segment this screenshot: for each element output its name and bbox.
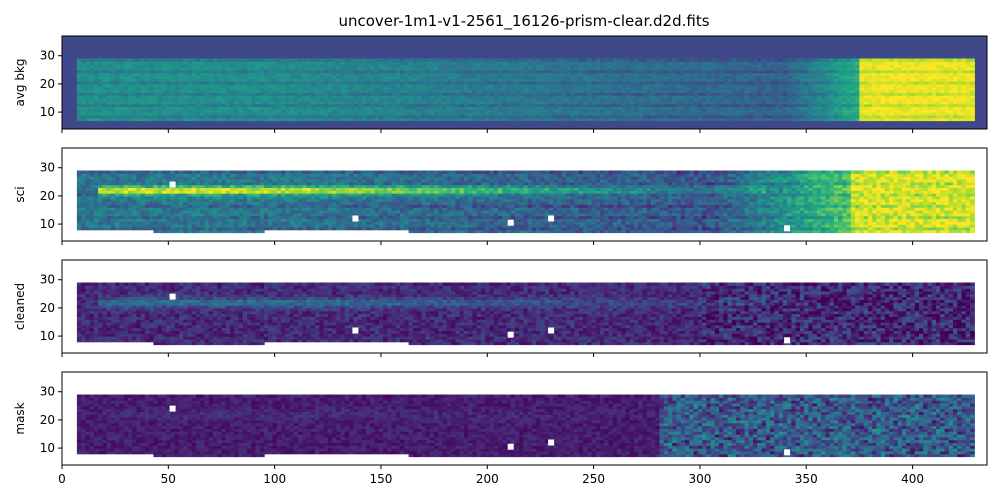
y-axis-label: mask — [13, 402, 27, 434]
masked-pixel — [784, 449, 791, 456]
y-tick-label: 10 — [40, 105, 55, 119]
masked-pixel — [352, 327, 359, 334]
y-tick-label: 10 — [40, 329, 55, 343]
heatmap-image — [76, 170, 975, 234]
masked-pixel — [507, 331, 514, 338]
masked-pixel — [169, 293, 176, 300]
axes-frame — [61, 147, 988, 242]
y-tick-label: 30 — [40, 273, 55, 287]
axes-frame — [61, 35, 988, 130]
panel-1: 10 20 30 avg bkg — [13, 35, 988, 133]
x-tick-label: 0 — [58, 472, 66, 486]
panel-3: 10 20 30 cleaned — [13, 259, 988, 357]
y-tick-label: 20 — [40, 77, 55, 91]
x-tick-label: 350 — [795, 472, 818, 486]
heatmap-image — [76, 282, 975, 346]
heatmap-image — [76, 58, 975, 122]
y-tick-label: 20 — [40, 301, 55, 315]
panel-2: 10 20 30 sci — [13, 147, 988, 245]
y-tick-label: 30 — [40, 49, 55, 63]
masked-pixel — [507, 443, 514, 450]
masked-pixel — [169, 181, 176, 188]
masked-pixel — [784, 225, 791, 232]
axes-frame — [61, 371, 988, 466]
x-tick-label: 150 — [370, 472, 393, 486]
y-tick-label: 20 — [40, 413, 55, 427]
x-tick-label: 50 — [161, 472, 176, 486]
masked-pixel — [548, 439, 555, 446]
y-tick-label: 30 — [40, 385, 55, 399]
chart-title: uncover-1m1-v1-2561_16126-prism-clear.d2… — [338, 12, 709, 31]
masked-pixel — [507, 219, 514, 226]
masked-pixel — [352, 215, 359, 222]
y-tick-label: 30 — [40, 161, 55, 175]
heatmap-image — [76, 394, 975, 458]
y-tick-label: 20 — [40, 189, 55, 203]
y-tick-label: 10 — [40, 217, 55, 231]
y-axis-label: cleaned — [13, 283, 27, 330]
x-tick-label: 400 — [901, 472, 924, 486]
masked-pixel — [548, 215, 555, 222]
x-tick-label: 250 — [582, 472, 605, 486]
x-tick-label: 100 — [263, 472, 286, 486]
masked-pixel — [784, 337, 791, 344]
x-tick-label: 300 — [688, 472, 711, 486]
masked-pixel — [169, 405, 176, 412]
y-axis-label: avg bkg — [13, 58, 27, 106]
y-tick-label: 10 — [40, 441, 55, 455]
masked-pixel — [548, 327, 555, 334]
x-tick-label: 200 — [476, 472, 499, 486]
panels-group: 10 20 30 avg bkg 10 20 30 sci 10 20 30 cleaned 10 20 3… — [13, 35, 988, 486]
axes-frame — [61, 259, 988, 354]
y-axis-label: sci — [13, 186, 27, 202]
